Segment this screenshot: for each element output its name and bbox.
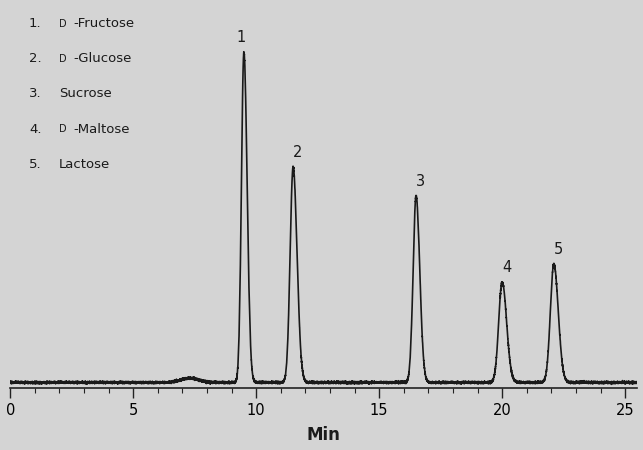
Text: 4.: 4.: [29, 122, 42, 135]
X-axis label: Min: Min: [307, 427, 341, 445]
Text: 1: 1: [237, 30, 246, 45]
Text: -Glucose: -Glucose: [73, 52, 131, 65]
Text: 2: 2: [293, 145, 302, 160]
Text: 3.: 3.: [29, 87, 42, 100]
Text: D: D: [59, 125, 67, 135]
Text: D: D: [59, 19, 67, 29]
Text: -Fructose: -Fructose: [73, 17, 134, 30]
Text: 5: 5: [554, 242, 563, 257]
Text: 1.: 1.: [29, 17, 42, 30]
Text: 2.: 2.: [29, 52, 42, 65]
Text: 4: 4: [502, 260, 511, 275]
Text: Lactose: Lactose: [59, 158, 111, 171]
Text: -Maltose: -Maltose: [73, 122, 129, 135]
Text: 5.: 5.: [29, 158, 42, 171]
Text: 3: 3: [416, 174, 425, 189]
Text: Sucrose: Sucrose: [59, 87, 112, 100]
Text: D: D: [59, 54, 67, 64]
